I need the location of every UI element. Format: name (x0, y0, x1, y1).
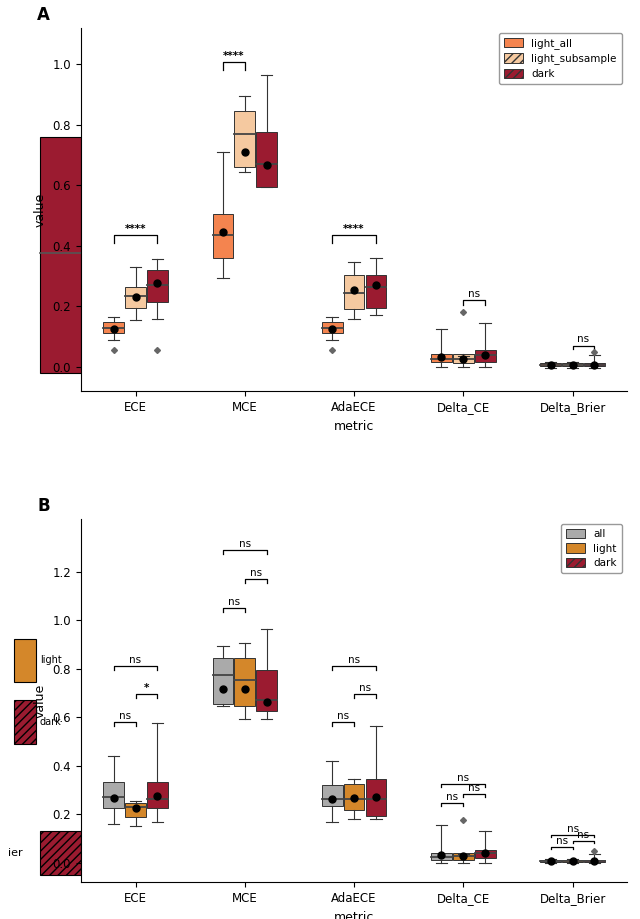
Text: ns: ns (348, 655, 360, 665)
Bar (14, 700, 36, 744)
Bar (540, 859, 561, 862)
Bar (584, 859, 605, 862)
Bar (103, 782, 124, 809)
Text: light: light (40, 655, 61, 665)
Text: ns: ns (446, 792, 458, 802)
Bar (147, 782, 168, 809)
Text: ns: ns (468, 783, 480, 792)
Text: ns: ns (239, 539, 251, 549)
X-axis label: metric: metric (334, 911, 374, 919)
Y-axis label: value: value (34, 192, 47, 227)
Text: ns: ns (337, 711, 349, 721)
Text: dark: dark (40, 717, 61, 727)
Text: ****: **** (125, 223, 147, 233)
Bar (475, 350, 495, 361)
Bar (147, 270, 168, 301)
Bar (40, 137, 81, 373)
Bar (212, 658, 234, 704)
Bar (125, 802, 146, 817)
Bar (365, 779, 387, 815)
Bar (475, 849, 495, 858)
Bar (344, 784, 364, 810)
Bar (365, 275, 387, 308)
Text: ns: ns (457, 773, 469, 783)
Text: ns: ns (359, 683, 371, 693)
Text: ns: ns (250, 568, 262, 578)
Text: ns: ns (118, 711, 131, 721)
Bar (256, 132, 277, 187)
Text: ns: ns (556, 836, 568, 845)
Text: ns: ns (577, 335, 589, 345)
Bar (431, 355, 452, 362)
Bar (322, 785, 342, 806)
Text: ns: ns (228, 597, 240, 607)
Bar (212, 214, 234, 258)
Bar (540, 363, 561, 366)
Bar (322, 323, 342, 333)
Bar (234, 658, 255, 707)
Legend: light_all, light_subsample, dark: light_all, light_subsample, dark (499, 33, 622, 84)
Bar (256, 670, 277, 711)
Text: ns: ns (468, 289, 480, 299)
Text: A: A (37, 6, 50, 24)
Bar (234, 111, 255, 167)
Text: ier: ier (8, 848, 22, 858)
Bar (40, 832, 81, 875)
Bar (453, 853, 474, 860)
Bar (584, 363, 605, 366)
Text: *: * (144, 683, 149, 693)
Text: ****: **** (223, 51, 244, 61)
X-axis label: metric: metric (334, 420, 374, 433)
Legend: all, light, dark: all, light, dark (561, 524, 622, 573)
Bar (125, 287, 146, 308)
Bar (344, 275, 364, 310)
Y-axis label: value: value (34, 683, 47, 718)
Text: B: B (37, 497, 50, 515)
Text: ns: ns (566, 823, 579, 834)
Text: ns: ns (577, 830, 589, 840)
Bar (562, 859, 583, 862)
Bar (562, 363, 583, 366)
Bar (14, 639, 36, 682)
Bar (453, 355, 474, 363)
Text: ns: ns (129, 655, 141, 665)
Text: ****: **** (343, 223, 365, 233)
Bar (103, 323, 124, 333)
Bar (431, 853, 452, 860)
